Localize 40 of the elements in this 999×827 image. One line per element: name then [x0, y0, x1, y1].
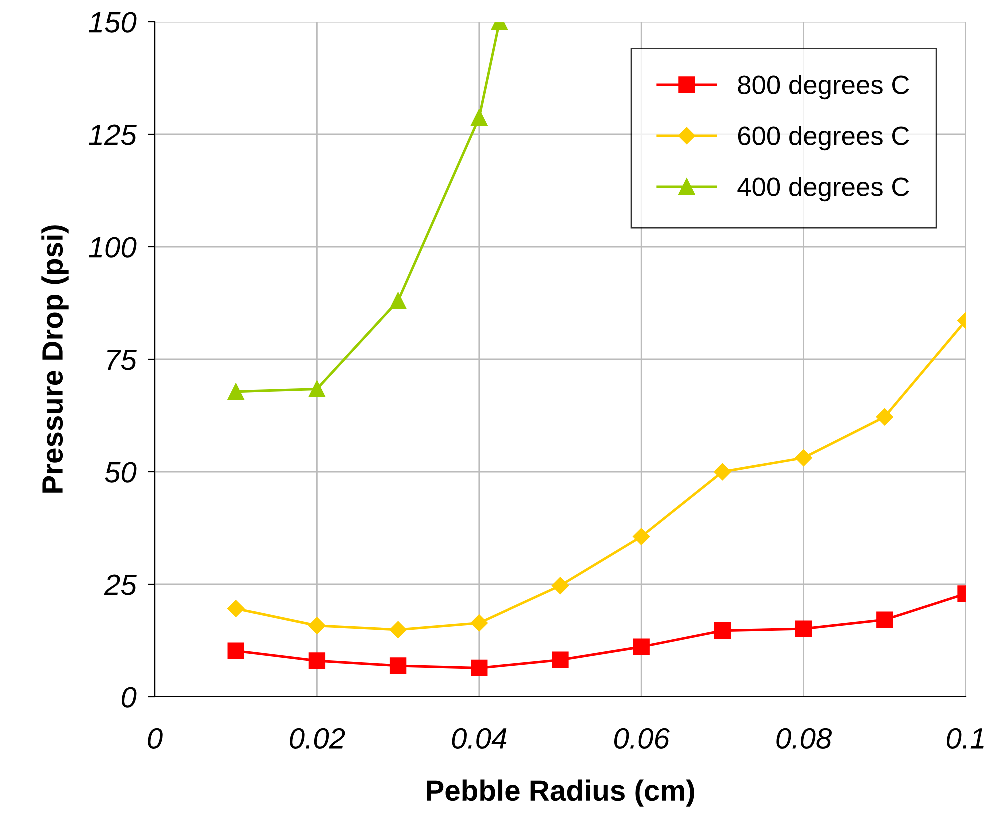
x-tick-label: 0.06 [614, 728, 670, 749]
point [390, 658, 407, 674]
legend-label: 400 degrees C [738, 177, 910, 202]
point [552, 577, 570, 594]
point [471, 660, 488, 677]
point [228, 384, 244, 400]
y-tick-label: 125 [89, 124, 138, 146]
x-tick-label: 0.1 [946, 728, 984, 749]
point [308, 380, 326, 398]
legend-label: 600 degrees C [738, 126, 910, 151]
y-axis-title: Pressure Drop (psi) [42, 226, 69, 493]
point [876, 408, 894, 426]
point [228, 642, 244, 660]
x-tick-label: 0.02 [290, 728, 346, 749]
point [470, 614, 488, 632]
point [308, 652, 326, 670]
point [633, 638, 650, 656]
x-tick-label: 0.04 [452, 728, 507, 749]
point [714, 622, 732, 640]
x-tick-label: 0 [148, 728, 163, 749]
y-tick-label: 75 [108, 350, 138, 370]
point [876, 612, 894, 628]
point [552, 652, 569, 668]
legend-label: 800 degrees C [738, 75, 910, 100]
point [390, 292, 407, 310]
point [308, 617, 326, 634]
y-tick-label: 100 [89, 237, 137, 258]
point [795, 450, 812, 467]
point [228, 600, 245, 618]
point [471, 110, 488, 126]
y-tick-label: 25 [104, 574, 138, 596]
point [390, 621, 407, 638]
y-tick-label: 0 [122, 687, 137, 708]
y-tick-label: 50 [105, 462, 137, 483]
point [795, 620, 812, 638]
point [714, 463, 732, 481]
x-tick-label: 0.08 [776, 728, 832, 749]
x-axis-title: Pebble Radius (cm) [427, 780, 694, 807]
point [633, 528, 650, 546]
y-tick-label: 150 [89, 12, 137, 33]
